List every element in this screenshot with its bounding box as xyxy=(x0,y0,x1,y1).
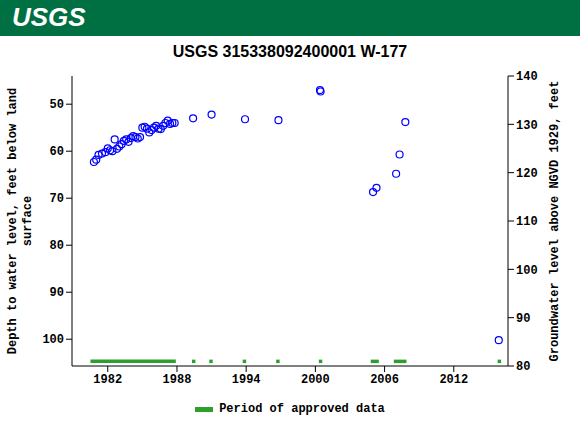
svg-text:110: 110 xyxy=(516,215,538,229)
svg-text:100: 100 xyxy=(516,264,538,278)
html-text:Groundwater level above NGVD 1: Groundwater level above NGVD 1929, feet xyxy=(548,80,562,362)
svg-text:70: 70 xyxy=(50,192,64,206)
svg-text:90: 90 xyxy=(516,312,530,326)
svg-text:90: 90 xyxy=(50,286,64,300)
svg-text:2006: 2006 xyxy=(370,373,399,387)
html-text:Period of approved data: Period of approved data xyxy=(219,402,385,416)
svg-text:80: 80 xyxy=(50,239,64,253)
svg-text:1994: 1994 xyxy=(232,373,261,387)
svg-text:130: 130 xyxy=(516,119,538,133)
svg-text:60: 60 xyxy=(50,145,64,159)
svg-text:2012: 2012 xyxy=(439,373,468,387)
html-text:USGS 315338092400001 W-177: USGS 315338092400001 W-177 xyxy=(172,43,408,60)
svg-text:100: 100 xyxy=(42,333,64,347)
svg-text:120: 120 xyxy=(516,167,538,181)
svg-text:1982: 1982 xyxy=(93,373,122,387)
html-text:Depth to water level, feet bel: Depth to water level, feet below land su… xyxy=(6,87,35,355)
svg-text:80: 80 xyxy=(516,360,530,374)
svg-text:50: 50 xyxy=(50,98,64,112)
html-text:USGS: USGS xyxy=(12,2,86,32)
svg-text:140: 140 xyxy=(516,70,538,84)
svg-text:1988: 1988 xyxy=(163,373,192,387)
svg-text:2000: 2000 xyxy=(301,373,330,387)
